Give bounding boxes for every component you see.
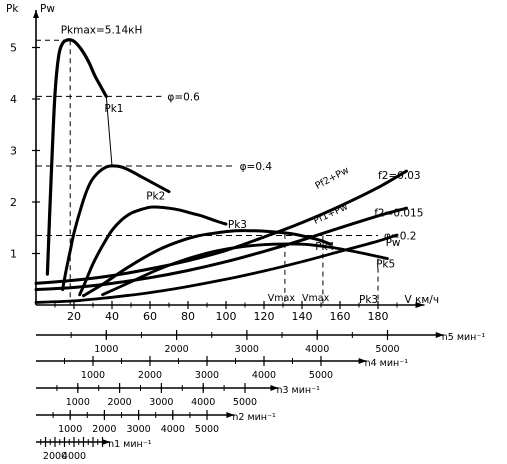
y-axis-title-pw: Pw [40,3,55,15]
x-axis-arrow [415,302,425,308]
rpm-tick-label: 2000 [138,370,162,381]
rpm-tick-label: 2000 [92,424,116,435]
curve-pk3 [78,205,228,297]
curve-labels: φ=0.6 φ=0.4 φ=0.2 Pk1 Pk2 Pk3 Pk4 Pk5 Pw Pf1+Pw Pf… [61,25,424,306]
y-tick-label: 1 [10,248,17,261]
curve-pf1-pw [34,206,408,292]
rpm-tick-label: 4000 [305,344,329,355]
y-tick-label: 5 [10,42,17,55]
series-label: Pw [386,237,401,249]
series-label: Pk5 [376,258,395,270]
rpm-scale-arrow [435,332,444,338]
rpm-scale-unit: n2 мин⁻¹ [232,412,276,423]
rpm-tick-label: 2000 [43,451,67,462]
rpm-tick-label: 1000 [94,344,118,355]
phi-label: φ=0.4 [240,161,273,173]
curve-pw [34,233,399,304]
rpm-tick-label: 1000 [66,397,90,408]
y-tick-label: 2 [10,196,17,209]
curve-pf2-pw [34,169,408,285]
rpm-tick-label: 3000 [127,424,151,435]
x-tick-label: 20 [67,310,81,323]
x-tick-label: 100 [216,310,237,323]
rpm-scale-unit: n5 мин⁻¹ [442,332,486,343]
series-label: Pk2 [146,190,165,202]
y-axis-arrow [33,10,39,18]
rpm-tick-label: 4000 [191,397,215,408]
rpm-tick-label: 1000 [81,370,105,381]
x-tick-label: 160 [330,310,351,323]
rpm-scales: 1000 2000 3000 4000 5000 n5 мин⁻¹ 1000 2000 3000… [36,330,485,462]
curves [34,38,408,304]
rpm-tick-label: 5000 [233,397,257,408]
phi-label: φ=0.6 [167,91,200,103]
rpm-tick-label: 5000 [375,344,399,355]
rpm-tick-label: 3000 [149,397,173,408]
y-tick-label: 4 [10,93,17,106]
series-label: Pf2+Pw [313,165,351,192]
curve-pk1 [45,38,108,276]
x-axis-title: V км/ч [405,294,440,306]
rpm-tick-label: 1000 [58,424,82,435]
axes: Pk Pw V км/ч 1 2 3 4 5 20 40 60 80 100 120 140 160 180 [6,3,439,323]
annotation-label: Pkmax=5.14кН [61,25,143,37]
rpm-scale-arrow [358,358,367,364]
rpm-scale-unit: n3 мин⁻¹ [276,385,320,396]
rpm-tick-label: 3000 [195,370,219,381]
rpm-scale-arrow [102,439,111,445]
rpm-tick-label: 4000 [161,424,185,435]
annotation-label: Vmax [268,293,296,304]
rpm-tick-label: 5000 [195,424,219,435]
rpm-tick-label: 5000 [309,370,333,381]
rpm-tick-label: 3000 [235,344,259,355]
annotation-label: Vmax [302,293,330,304]
annotation-label: f2=0.03 [378,170,421,182]
series-label: Pk3 [228,219,247,231]
x-tick-label: 140 [292,310,313,323]
curve-pk5 [101,242,389,297]
y-tick-label: 3 [10,145,17,158]
x-tick-label: 180 [368,310,389,323]
rpm-scale-arrow [226,412,235,418]
annotation-label: f2=0.015 [374,207,423,219]
rpm-tick-label: 2000 [108,397,132,408]
x-tick-label: 120 [254,310,275,323]
y-axis-title-pk: Pk [6,3,19,15]
envelope-connector [105,96,113,166]
phi-label: φ=0.2 [384,230,416,242]
rpm-tick-label: 4000 [252,370,276,381]
series-label: Pk4 [315,241,334,253]
rpm-scale-unit: n4 мин⁻¹ [365,358,409,369]
rpm-scale-arrow [270,385,279,391]
x-tick-label: 80 [181,310,195,323]
curve-pk2 [61,164,171,292]
series-label: Pf1+Pw [312,201,350,227]
x-tick-label: 60 [143,310,157,323]
annotation-label: Pk3 [359,294,378,306]
rpm-tick-label: 4000 [62,451,86,462]
series-label: Pk1 [104,103,123,115]
x-tick-label: 40 [105,310,119,323]
curve-pk4 [82,229,332,298]
rpm-tick-label: 2000 [165,344,189,355]
rpm-scale-unit: n1 мин⁻¹ [108,439,152,450]
